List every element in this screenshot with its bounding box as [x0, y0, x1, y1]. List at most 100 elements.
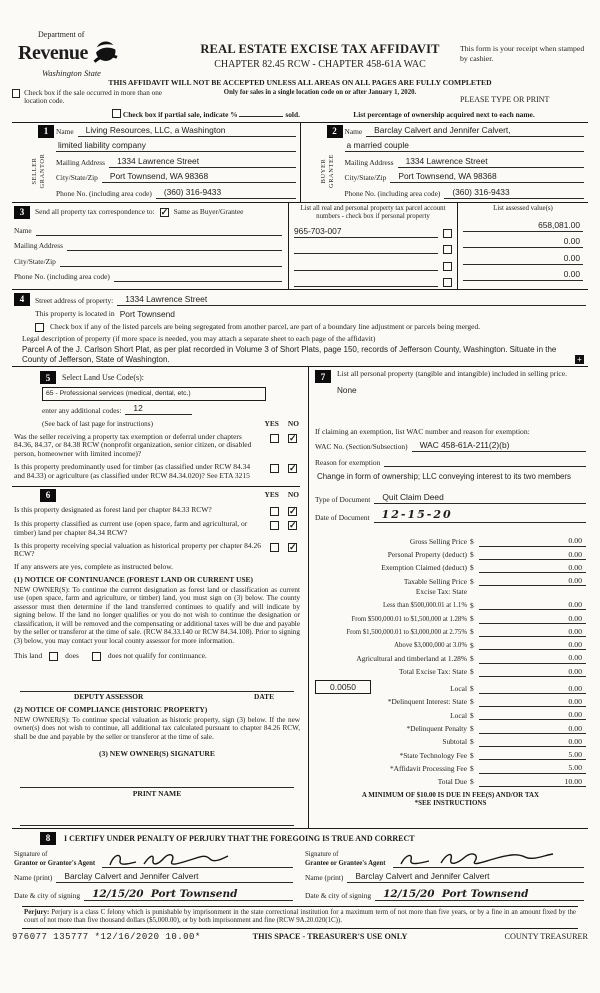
partial-sale-percent-field[interactable]	[239, 115, 284, 117]
if-yes-note: If any answers are yes, complete as inst…	[14, 562, 174, 572]
notice-compliance-title: (2) NOTICE OF COMPLIANCE (HISTORIC PROPE…	[14, 705, 208, 714]
local-tax-field[interactable]: 0.00	[479, 684, 586, 694]
wac-field[interactable]: WAC 458-61A-211(2)(b)	[411, 440, 586, 452]
corr-address-field[interactable]	[67, 240, 282, 252]
buyer-name-field-2[interactable]: a married couple	[344, 140, 584, 153]
single-location-note: Only for sales in a single location code…	[223, 88, 417, 96]
seller-name-field[interactable]: Living Resources, LLC, a Washington	[77, 125, 296, 137]
personal-property-checkbox-3[interactable]	[443, 261, 452, 271]
seller-name-field-2[interactable]: limited liability company	[56, 140, 296, 153]
grantor-name-print-field[interactable]: Barclay Calvert and Jennifer Calvert	[56, 871, 293, 884]
seller-grantor-side-label: SELLER GRANTOR	[31, 153, 46, 189]
does-not-qualify-checkbox[interactable]	[91, 652, 101, 662]
taxable-price-field[interactable]: 0.00	[479, 576, 586, 587]
exemption-yes-checkbox[interactable]	[270, 433, 279, 443]
timber-yes-checkbox[interactable]	[270, 464, 279, 474]
exemption-no-checkbox[interactable]: ✓	[288, 432, 297, 443]
grantee-name-print-field[interactable]: Barclay Calvert and Jennifer Calvert	[347, 871, 584, 884]
personal-property-checkbox-1[interactable]	[443, 228, 452, 238]
corr-phone-field[interactable]	[113, 271, 282, 283]
reason-field[interactable]	[384, 456, 586, 468]
doc-date-field[interactable]: 12-15-20	[373, 508, 586, 523]
personal-property-field[interactable]: None	[337, 386, 357, 396]
receipt-note: This form is your receipt when stamped b…	[460, 44, 585, 63]
affidavit-fee-field[interactable]: 5.00	[479, 763, 586, 774]
print-name-line[interactable]	[20, 813, 294, 827]
forest-no-checkbox[interactable]: ✓	[288, 505, 297, 516]
tier1-field[interactable]: 0.00	[479, 600, 586, 611]
buyer-name-field[interactable]: Barclay Calvert and Jennifer Calvert,	[366, 125, 584, 137]
grantee-date-city-field[interactable]: 12/15/20 Port Townsend	[375, 888, 584, 902]
new-owner-signature-line[interactable]	[20, 775, 294, 789]
corr-name-field[interactable]	[35, 225, 282, 236]
subtotal-field[interactable]: 0.00	[479, 737, 586, 748]
tier3-field[interactable]: 0.00	[479, 627, 586, 637]
legal-description-field[interactable]: Parcel A of the J. Carlson Short Plat, a…	[22, 345, 586, 365]
notice-continuance-body: NEW OWNER(S): To continue the current de…	[14, 585, 300, 645]
current-use-no-checkbox[interactable]: ✓	[288, 519, 297, 530]
expand-icon[interactable]: +	[575, 355, 584, 365]
buyer-phone-field[interactable]: (360) 316-9433	[444, 187, 584, 199]
assessed-value-3[interactable]: 0.00	[463, 253, 583, 265]
personal-property-checkbox-4[interactable]	[443, 278, 452, 288]
parcel-number-field[interactable]: 965-703-007	[294, 226, 438, 238]
state-tech-fee-field[interactable]: 5.00	[479, 750, 586, 761]
same-as-buyer-checkbox[interactable]: ✓	[159, 206, 169, 217]
notice-compliance-body: NEW OWNER(S): To continue special valuat…	[14, 715, 300, 741]
seller-csz-field[interactable]: Port Townsend, WA 98368	[101, 171, 296, 184]
subtotal-label: Subtotal	[442, 737, 467, 747]
parcel-number-field-3[interactable]	[294, 260, 438, 271]
buyer-address-label: Mailing Address	[344, 157, 394, 167]
personal-property-checkbox-2[interactable]	[443, 245, 452, 255]
doc-type-field[interactable]: Quit Claim Deed	[374, 492, 586, 505]
parcel-number-field-4[interactable]	[294, 276, 438, 288]
question-exemption: Was the seller receiving a property tax …	[14, 431, 252, 459]
local-rate-box[interactable]: 0.0050	[315, 679, 371, 694]
does-qualify-checkbox[interactable]	[49, 652, 59, 662]
grantor-signature-field[interactable]	[102, 849, 293, 869]
timber-no-checkbox[interactable]: ✓	[288, 463, 297, 474]
gross-price-field[interactable]: 0.00	[479, 536, 586, 547]
sold-label: sold.	[285, 109, 300, 119]
correspondence-label: Send all property tax correspondence to:	[35, 206, 155, 216]
delinquent-interest-state-label: *Delinquent Interest: State	[387, 697, 467, 707]
land-use-code-select[interactable]: 65 - Professional services (medical, den…	[42, 387, 266, 402]
reason-value[interactable]: Change in form of ownership; LLC conveyi…	[317, 471, 571, 481]
delinquent-interest-state-field[interactable]: 0.00	[479, 697, 586, 708]
multi-location-checkbox[interactable]	[12, 88, 21, 98]
personal-deduct-field[interactable]: 0.00	[479, 550, 586, 560]
delinquent-penalty-field[interactable]: 0.00	[479, 724, 586, 734]
segregated-checkbox[interactable]	[35, 322, 44, 332]
exemption-deduct-field[interactable]: 0.00	[479, 563, 586, 574]
historic-yes-checkbox[interactable]	[270, 542, 279, 552]
additional-codes-field[interactable]: 12	[125, 403, 192, 416]
delinquent-interest-local-field[interactable]: 0.00	[479, 710, 586, 721]
total-excise-state-field[interactable]: 0.00	[479, 667, 586, 677]
street-address-field[interactable]: 1334 Lawrence Street	[117, 294, 586, 307]
assessed-value-2[interactable]: 0.00	[463, 236, 583, 249]
doc-date-label: Date of Document	[315, 513, 370, 523]
assessed-value-4[interactable]: 0.00	[463, 269, 583, 282]
grantor-date-city-field[interactable]: 12/15/20 Port Townsend	[84, 888, 293, 902]
buyer-csz-field[interactable]: Port Townsend, WA 98368	[390, 171, 584, 184]
agri-timber-field[interactable]: 0.00	[479, 653, 586, 664]
current-use-yes-checkbox[interactable]	[270, 520, 279, 530]
total-due-field[interactable]: 10.00	[479, 777, 586, 787]
tier4-field[interactable]: 0.00	[479, 640, 586, 651]
perjury-statement: Perjury: Perjury is a class C felony whi…	[22, 906, 578, 930]
left-column: 5 Select Land Use Code(s): 65 - Professi…	[12, 367, 309, 829]
this-land-label: This land	[14, 651, 43, 661]
buyer-address-field[interactable]: 1334 Lawrence Street	[397, 156, 584, 168]
located-in-field[interactable]: Port Townsend	[119, 308, 175, 319]
parcel-number-field-2[interactable]	[294, 243, 438, 255]
grantee-signature-field[interactable]	[393, 849, 584, 869]
assessed-value-1[interactable]: 658,081.00	[463, 220, 583, 232]
partial-sale-checkbox[interactable]	[112, 108, 121, 118]
deputy-assessor-line[interactable]	[20, 679, 294, 693]
tier2-field[interactable]: 0.00	[479, 614, 586, 624]
seller-phone-field[interactable]: (360) 316-9433	[155, 187, 296, 199]
corr-csz-field[interactable]	[59, 256, 282, 267]
seller-address-field[interactable]: 1334 Lawrence Street	[109, 156, 296, 168]
historic-no-checkbox[interactable]: ✓	[288, 541, 297, 552]
forest-yes-checkbox[interactable]	[270, 506, 279, 516]
